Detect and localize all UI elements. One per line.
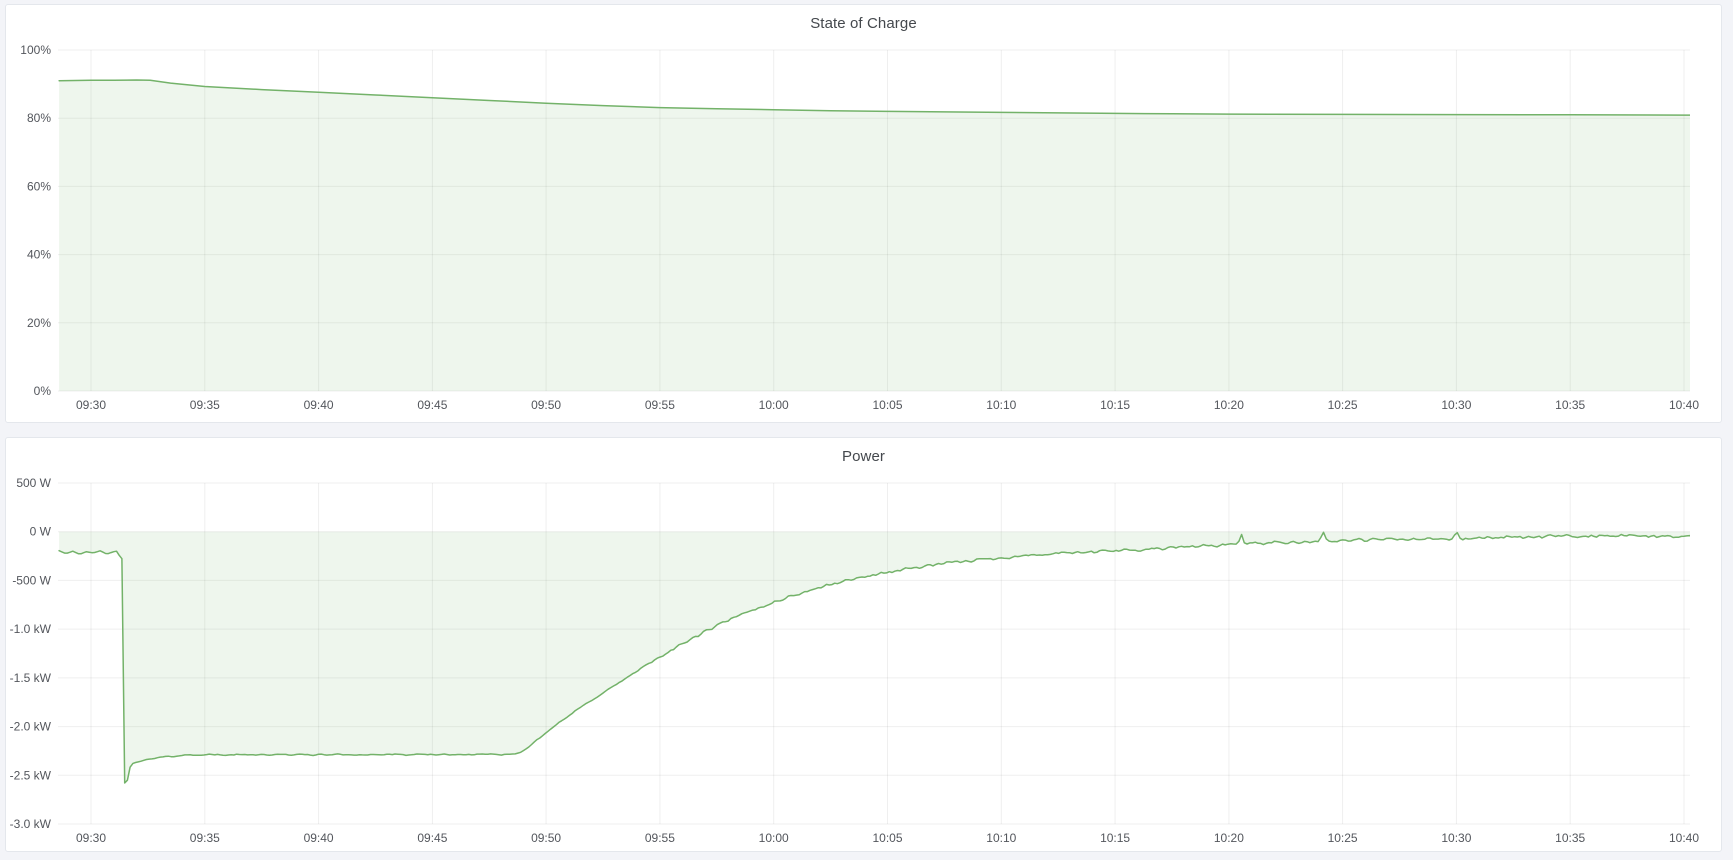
x-axis-tick-label: 10:05 (872, 831, 902, 845)
y-axis-tick-label: 0% (34, 384, 52, 398)
x-axis-tick-label: 10:05 (872, 398, 902, 412)
x-axis-tick-label: 10:20 (1214, 398, 1244, 412)
x-axis-tick-label: 10:10 (986, 831, 1016, 845)
x-axis-tick-label: 10:30 (1441, 831, 1471, 845)
x-axis-tick-label: 09:55 (645, 831, 675, 845)
x-axis-tick-label: 10:35 (1555, 831, 1585, 845)
y-axis-tick-label: 100% (20, 43, 51, 57)
y-axis-tick-label: -1.5 kW (10, 671, 52, 685)
power-panel-title: Power (841, 448, 886, 465)
x-axis-tick-label: 10:35 (1555, 398, 1585, 412)
x-axis-tick-label: 09:45 (417, 398, 447, 412)
series-line (58, 79, 1690, 116)
y-axis-tick-label: 80% (27, 111, 51, 125)
y-axis-tick-label: 60% (27, 179, 51, 193)
y-axis-tick-label: 0 W (30, 525, 52, 539)
power-chart[interactable]: 500 W 0 W -500 W -1.0 kW -1.5 kW -2.0 kW -2.5 … (6, 438, 1721, 851)
x-axis-tick-label: 10:10 (986, 398, 1016, 412)
x-axis-tick-label: 10:15 (1100, 398, 1130, 412)
x-axis-tick-label: 09:55 (645, 398, 675, 412)
x-axis-tick-label: 09:50 (531, 831, 561, 845)
soc-panel-title: State of Charge (810, 15, 917, 32)
x-axis-tick-label: 10:40 (1669, 831, 1699, 845)
y-axis-tick-label: 500 W (16, 476, 51, 490)
y-axis-tick-label: -2.5 kW (10, 768, 52, 782)
panel-state-of-charge: State of Charge 100% 80% 60% 40% 20% 0% 09:30 0… (5, 4, 1722, 423)
x-axis-tick-label: 09:35 (190, 398, 220, 412)
series-line (58, 531, 1690, 784)
x-axis-tick-label: 09:35 (190, 831, 220, 845)
y-axis-tick-label: -500 W (12, 573, 51, 587)
x-axis-tick-label: 10:20 (1214, 831, 1244, 845)
series-area-fill (59, 531, 1690, 783)
panel-power: Power 500 W 0 W -500 W -1.0 kW -1.5 kW -2.0 k… (5, 437, 1722, 852)
x-axis-tick-label: 10:30 (1441, 398, 1471, 412)
x-axis-tick-label: 09:50 (531, 398, 561, 412)
series-area-fill (59, 80, 1690, 391)
x-axis-tick-label: 10:15 (1100, 831, 1130, 845)
x-axis-tick-label: 10:00 (759, 831, 789, 845)
y-axis-tick-label: 40% (27, 248, 51, 262)
x-axis-tick-label: 09:40 (304, 398, 334, 412)
y-axis-tick-label: -2.0 kW (10, 720, 52, 734)
x-axis-tick-label: 09:30 (76, 831, 106, 845)
x-axis-tick-label: 09:40 (304, 831, 334, 845)
x-axis-tick-label: 10:40 (1669, 398, 1699, 412)
x-axis-tick-label: 09:45 (417, 831, 447, 845)
x-axis-tick-label: 10:00 (759, 398, 789, 412)
y-axis-tick-label: -1.0 kW (10, 622, 52, 636)
x-axis-tick-label: 10:25 (1328, 398, 1358, 412)
x-axis-tick-label: 09:30 (76, 398, 106, 412)
y-axis-tick-label: -3.0 kW (10, 817, 52, 831)
soc-chart[interactable]: 100% 80% 60% 40% 20% 0% 09:30 09:35 09:40 09:45 09… (6, 5, 1721, 422)
x-axis-tick-label: 10:25 (1328, 831, 1358, 845)
y-axis-tick-label: 20% (27, 316, 51, 330)
